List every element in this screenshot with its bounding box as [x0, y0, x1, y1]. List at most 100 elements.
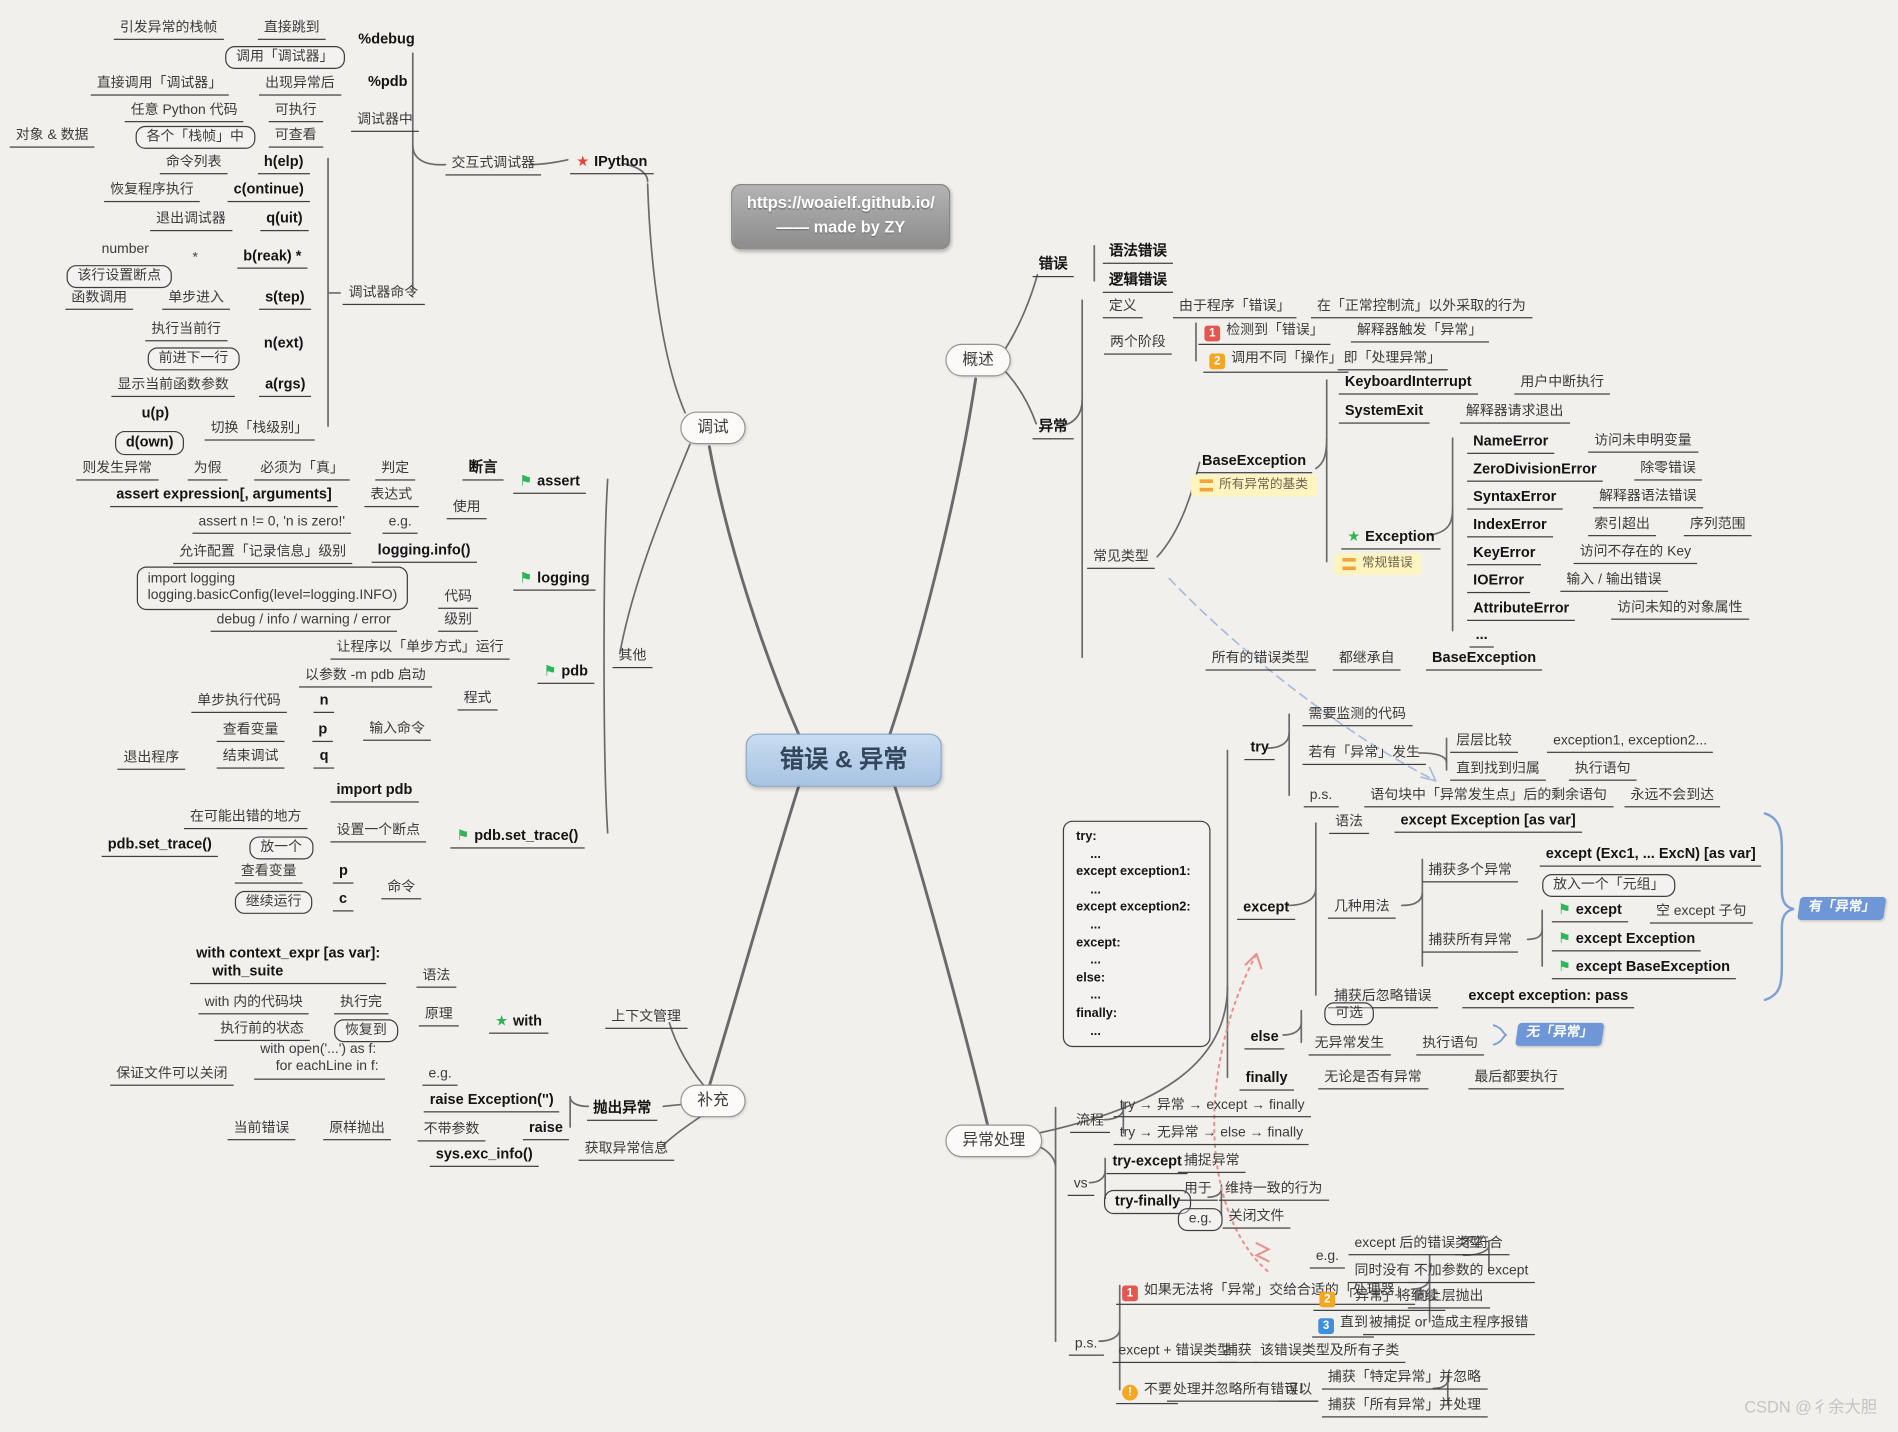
topic-label: 3 直到: [1312, 1315, 1374, 1339]
topic-label: 原理: [418, 1006, 459, 1027]
topic-text: e.g.: [428, 1066, 452, 1081]
topic-text: 若有「异常」发生: [1308, 745, 1420, 761]
topic-text: 检测到「错误」: [1226, 323, 1324, 338]
topic-logging: ⚑ logging: [513, 569, 596, 591]
topic-text: 永远不会到达: [1630, 788, 1715, 803]
topic-text: 不符合: [1461, 1235, 1503, 1251]
topic-label: 需要监测的代码: [1302, 706, 1413, 727]
topic-text: 不要: [1143, 1382, 1172, 1397]
topic-text: 执行语句: [1574, 761, 1631, 776]
topic-label: IndexError: [1467, 516, 1553, 538]
connector-line: [569, 1095, 590, 1108]
topic-label: h(elp): [257, 153, 310, 175]
topic-text: 对象 & 数据: [15, 128, 89, 143]
topic-text: KeyboardInterrupt: [1344, 372, 1472, 390]
topic-text: 当前错误: [233, 1120, 290, 1136]
topic-label: 所有的错误类型: [1205, 650, 1316, 672]
connector-line: [707, 784, 801, 1088]
topic-label: raise Exception(''): [423, 1091, 560, 1113]
topic-label: with open('...') as f: for eachLine in f…: [254, 1041, 385, 1080]
topic-text: 则发生异常: [82, 461, 152, 476]
topic-except-baseexception: ⚑ except BaseException: [1551, 958, 1737, 980]
topic-text: 常见类型: [1093, 549, 1149, 565]
topic-label: 被捕捉 or 造成主程序报错: [1363, 1315, 1535, 1336]
topic-text: Exception: [1365, 527, 1435, 545]
topic-text: 可执行: [274, 102, 317, 118]
topic-label: 语句块中「异常发生点」后的剩余语句: [1364, 787, 1613, 808]
topic-text: 捕捉异常: [1183, 1153, 1240, 1169]
topic-text: 常规错误: [1361, 555, 1413, 571]
topic-label: 执行语句: [1568, 760, 1637, 782]
topic-label: e.g.: [1177, 1208, 1223, 1232]
topic-text: 该行设置断点: [77, 268, 161, 284]
flag-icon: ⚑: [456, 826, 470, 844]
b1-icon: 1: [1204, 326, 1221, 342]
topic-text: 所有异常的基类: [1218, 476, 1308, 492]
topic-text: 即「处理异常」: [1343, 351, 1442, 366]
topic-label: 序列范围: [1683, 516, 1752, 537]
topic-text: else: [1250, 1027, 1279, 1045]
flag-icon: ⚑: [519, 472, 533, 490]
topic-text: 异常处理: [962, 1130, 1026, 1149]
topic-label: 2 「异常」将继续: [1313, 1288, 1445, 1312]
topic-label: 级别: [438, 611, 479, 633]
topic-label: 索引超出: [1588, 516, 1656, 537]
topic-label: 程式: [457, 690, 498, 712]
topic-text: 恢复程序执行: [110, 182, 194, 198]
topic-text: 都继承自: [1338, 651, 1395, 666]
topic-text: *: [192, 250, 198, 266]
topic-label: 单步执行代码: [191, 692, 287, 714]
topic-text: finally: [1245, 1068, 1288, 1086]
connector-line: [999, 273, 1039, 358]
b2-icon: 2: [1209, 353, 1226, 370]
topic-text: IndexError: [1473, 515, 1547, 533]
topic-text: AttributeError: [1473, 599, 1570, 617]
topic-text: 访问未申明变量: [1594, 433, 1692, 448]
topic-label: ZeroDivisionError: [1467, 460, 1603, 482]
topic-label: 直接调用「调试器」: [90, 75, 229, 97]
watermark: CSDN @彳余大胆: [1744, 1398, 1877, 1418]
topic-label: 维持一致的行为: [1218, 1180, 1329, 1202]
topic-text: 原样抛出: [329, 1120, 385, 1136]
topic-text: 如果无法将「异常」交给合适的「处理器」: [1143, 1283, 1409, 1298]
topic-text: 恢复到: [344, 1022, 387, 1038]
topic-label: 在可能出错的地方: [183, 809, 308, 830]
topic-text: 向上层抛出: [1413, 1289, 1484, 1304]
topic-text: with 内的代码块: [204, 995, 303, 1010]
topic-label: 在「正常控制流」以外采取的行为: [1310, 298, 1532, 319]
topic-label: 向上层抛出: [1407, 1288, 1490, 1310]
topic-text: try-finally: [1114, 1192, 1181, 1210]
topic-label: exception1, exception2...: [1547, 732, 1714, 754]
topic-text: u(p): [141, 404, 170, 422]
topic-label: 捕获「特定异常」并忽略: [1321, 1369, 1488, 1391]
topic-label: e.g.: [422, 1065, 458, 1087]
topic-text: 直到找到归属: [1456, 761, 1540, 776]
topic-text: e.g.: [388, 514, 412, 529]
topic-label: 可执行: [268, 102, 323, 123]
topic-label: c(ontinue): [227, 180, 310, 203]
topic-label: 除零错误: [1634, 460, 1702, 482]
topic-label: 为假: [187, 460, 228, 482]
topic-text: except Exception: [1575, 929, 1696, 947]
topic-label: 捕获所有异常: [1422, 932, 1518, 954]
topic-text: 前进下一行: [158, 351, 229, 366]
topic-text: IOError: [1473, 571, 1525, 589]
topic-ipython: ★ IPython: [570, 153, 654, 175]
topic-text: except: [1575, 900, 1622, 918]
topic-label: 查看变量: [216, 721, 285, 743]
topic-label: except Exception [as var]: [1394, 811, 1582, 833]
connector-line: [1282, 1022, 1303, 1036]
topic-label: 可查看: [268, 127, 323, 149]
topic-label: 捕获后忽略错误: [1327, 988, 1438, 1009]
flag-icon: ⚑: [1557, 929, 1571, 947]
star-green-icon: ★: [1347, 527, 1361, 545]
topic-with: ★ with: [489, 1012, 549, 1034]
topic-label: 输入命令: [363, 720, 431, 742]
topic-text: 无异常发生: [1314, 1036, 1385, 1051]
topic-label: 1 如果无法将「异常」交给合适的「处理器」: [1116, 1282, 1415, 1306]
topic-label: 放一个: [249, 836, 313, 860]
topic-label: 语法错误: [1102, 242, 1173, 264]
topic-text: SystemExit: [1344, 401, 1424, 419]
connector-line: [1168, 577, 1437, 782]
